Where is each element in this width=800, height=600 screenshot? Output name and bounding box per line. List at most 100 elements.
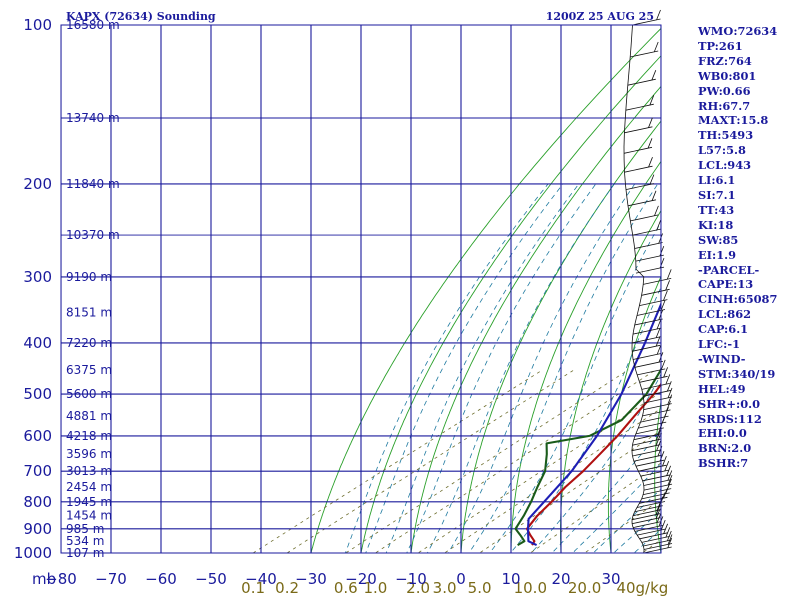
wind-barb	[635, 427, 664, 435]
pressure-tick-label: 600	[23, 427, 52, 445]
wind-barb	[643, 546, 672, 554]
wind-barb	[642, 474, 671, 482]
index-item: TH:5493	[698, 128, 754, 143]
index-item: KI:18	[698, 217, 734, 232]
wind-barb	[625, 103, 654, 111]
wind-barb-flag	[667, 394, 673, 405]
mixing-ratio-label: 20.0	[568, 579, 601, 597]
mixing-ratio-line	[529, 462, 661, 553]
wind-barb	[634, 525, 663, 532]
wind-barb	[632, 517, 661, 525]
index-item: LFC:-1	[698, 337, 741, 352]
temperature-tick-label: 30	[601, 570, 620, 588]
moist-adiabat	[344, 183, 549, 553]
moist-adiabat	[385, 183, 580, 553]
wind-barb-flag	[666, 465, 671, 476]
height-label: 10370 m	[66, 228, 120, 242]
moist-adiabat	[551, 428, 661, 553]
index-item: -WIND-	[698, 351, 746, 366]
height-label: 4881 m	[66, 409, 112, 423]
index-item: MAXT:15.8	[698, 113, 769, 128]
height-label: 9190 m	[66, 270, 112, 284]
wind-barb-flag	[656, 440, 661, 452]
height-label: 1454 m	[66, 509, 112, 523]
wind-barb-flag	[666, 269, 672, 280]
height-label: 3596 m	[66, 447, 112, 461]
wind-barb-flag	[653, 41, 659, 53]
dry-adiabat	[310, 27, 661, 553]
height-label: 534 m	[66, 534, 104, 548]
index-item: HEL:49	[698, 381, 746, 396]
index-item: L57:5.8	[698, 143, 746, 158]
wind-barb-flag	[656, 430, 661, 441]
index-item: BRN:2.0	[698, 441, 752, 456]
temperature-tick-label: 0	[456, 570, 466, 588]
wind-barb	[634, 242, 663, 249]
index-item: CAP:6.1	[698, 322, 749, 337]
wind-barb-flag	[665, 374, 671, 385]
height-label: 3013 m	[66, 464, 112, 478]
index-item: TP:261	[698, 38, 743, 53]
time-title: 1200Z 25 AUG 25	[546, 10, 654, 23]
wind-barb-flag	[660, 300, 666, 311]
index-item: RH:67.7	[698, 98, 751, 113]
wind-barb-flag	[667, 387, 673, 399]
moist-adiabat	[365, 183, 564, 553]
wind-barb-flag	[663, 523, 668, 534]
temperature-tick-label: 20	[551, 570, 570, 588]
index-item: -PARCEL-	[698, 262, 760, 277]
wind-barb-flag	[665, 527, 671, 538]
wind-barb	[624, 126, 653, 134]
height-label: 4218 m	[66, 429, 112, 443]
mixing-ratio-line	[345, 369, 629, 553]
wind-barb-flag	[647, 138, 653, 149]
mixing-ratio-label: 0.6	[334, 579, 358, 597]
index-item: SW:85	[698, 232, 739, 247]
wind-barb	[634, 505, 663, 513]
wind-barb-flag	[651, 190, 657, 201]
mixing-ratio-label: 10.0	[514, 579, 547, 597]
dry-adiabat	[360, 55, 661, 553]
wind-barb	[643, 278, 672, 285]
index-item: STM:340/19	[698, 366, 776, 381]
mixing-ratio-label: 0.2	[275, 579, 299, 597]
index-item: CINH:65087	[698, 292, 778, 307]
moist-adiabat	[592, 488, 661, 553]
pressure-tick-label: 500	[23, 385, 52, 403]
wind-barb	[639, 496, 668, 504]
pressure-unit-label: mb	[32, 570, 56, 588]
wind-barb	[632, 344, 661, 352]
wind-barb-flag	[648, 117, 653, 128]
moist-adiabat	[426, 183, 615, 553]
wind-barb-flag	[664, 406, 669, 418]
temperature-tick-label: −60	[145, 570, 177, 588]
wind-barb	[640, 469, 669, 477]
indices-panel: WMO:72634 TP:261 FRZ:764 WB0:801 PW:0.66 RH:6…	[698, 24, 798, 471]
wind-barb	[632, 327, 662, 335]
moist-adiabat	[572, 462, 661, 553]
wind-barb	[643, 389, 672, 397]
wind-barb	[639, 375, 668, 383]
height-label: 1945 m	[66, 495, 112, 509]
moist-adiabat	[406, 183, 597, 553]
wind-barb	[635, 266, 665, 274]
wind-barb-flag	[655, 327, 661, 339]
wind-profile-line	[623, 24, 645, 554]
wind-barb-flag	[663, 367, 668, 378]
axis-labels: 0.1 0.2 0.6 1.0 2.0 3.0 5.0 10.0 20.0 40g/kg10020…	[14, 16, 669, 597]
wind-barb-flag	[655, 336, 661, 347]
index-item: WMO:72634	[698, 24, 778, 38]
plot-frame	[60, 24, 662, 554]
wind-barb-flag	[656, 9, 661, 21]
mixing-ratio-line	[286, 369, 575, 553]
wind-barb	[633, 353, 662, 360]
mixing-ratio-label: 5.0	[468, 579, 492, 597]
temperature-tick-label: −20	[345, 570, 377, 588]
wind-barb	[640, 415, 669, 423]
wind-barb-flag	[651, 70, 657, 81]
index-item: EHI:0.0	[698, 426, 747, 441]
wind-barb-flag	[648, 157, 653, 168]
index-item: SHR+:0.0	[698, 396, 761, 411]
pressure-tick-label: 1000	[14, 544, 52, 562]
